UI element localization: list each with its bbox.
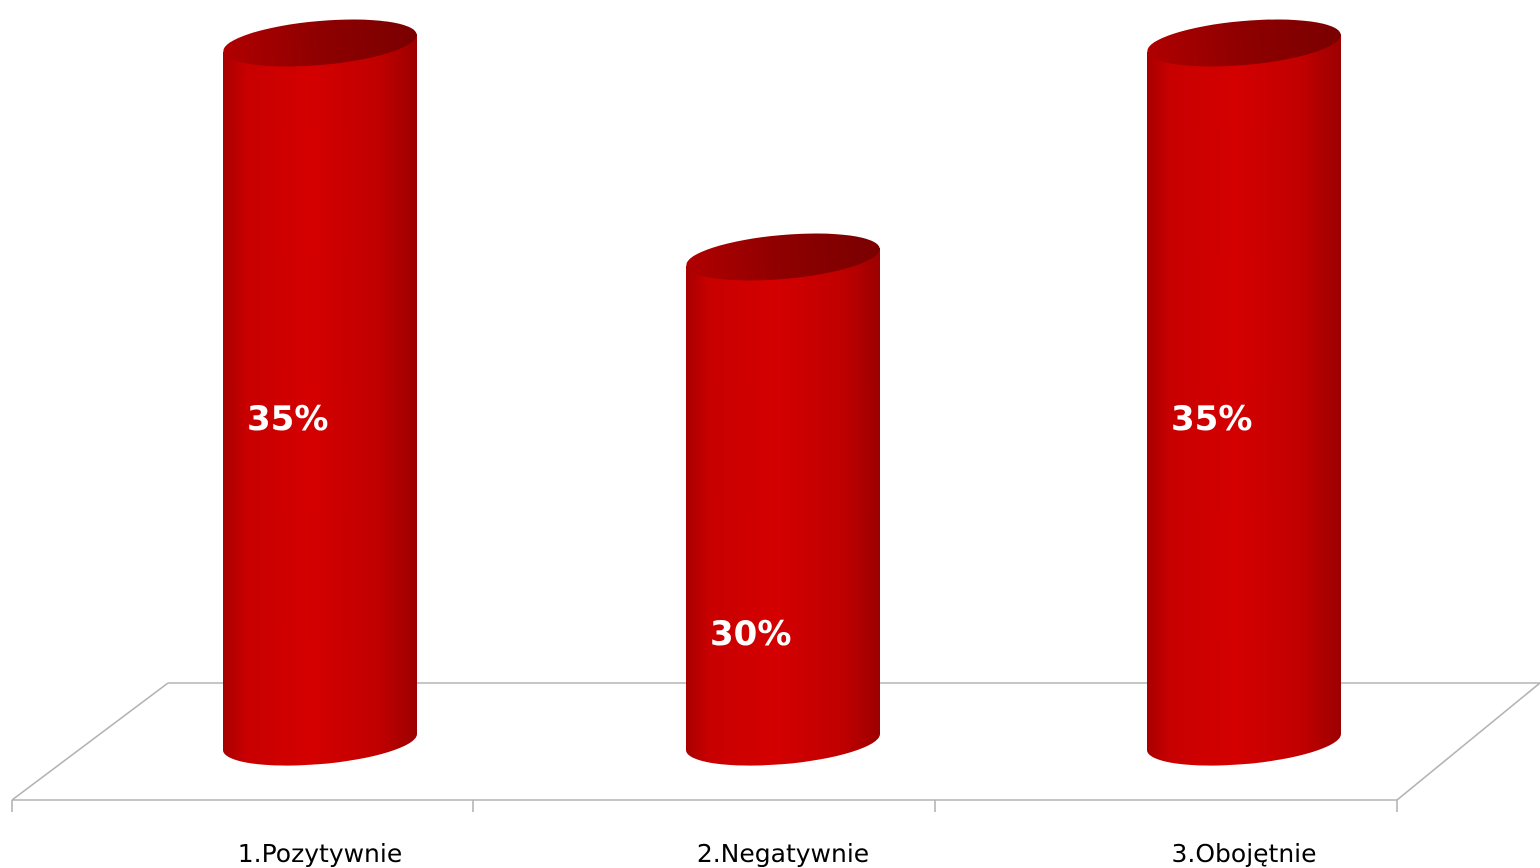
bar-body [1146,34,1341,766]
bar-cylinder [685,233,880,766]
data-label: 35% [247,399,328,439]
x-axis-labels: 1.Pozytywnie 2.Negatywnie 3.Obojętnie [238,839,1317,868]
x-tick-label: 2.Negatywnie [697,839,869,868]
floor-right-edge [1396,682,1540,801]
bar-top-cap [223,19,417,67]
floor-left-edge [11,682,169,801]
bar-top-cap [1147,19,1341,67]
data-label: 35% [1171,399,1252,439]
bar-body [222,34,417,766]
bars-group: 35% 30% 35% [222,19,1341,766]
x-axis-ticks [11,800,1398,812]
data-label: 30% [710,614,791,654]
x-tick-label: 3.Obojętnie [1172,839,1317,868]
bar-body [685,248,880,766]
bar-top-cap [686,233,880,281]
x-tick-label: 1.Pozytywnie [238,839,402,868]
bar-cylinder [222,19,417,766]
bar-cylinder [1146,19,1341,766]
